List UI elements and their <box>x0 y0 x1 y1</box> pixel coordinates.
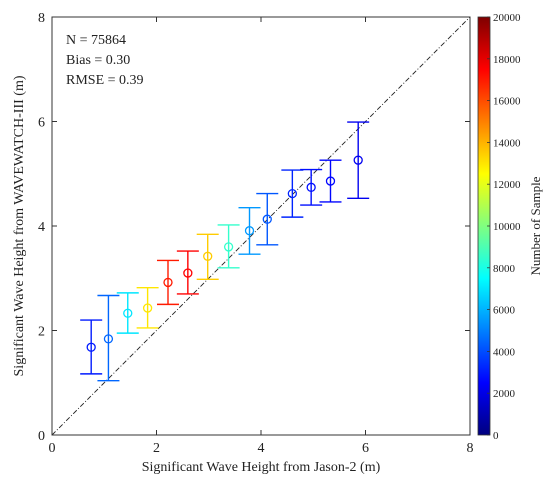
error-bar <box>238 207 261 255</box>
stat-rmse: RMSE = 0.39 <box>66 73 144 88</box>
x-tick-label: 8 <box>467 441 474 456</box>
colorbar-tick-label: 2000 <box>493 388 516 400</box>
one-to-one-line <box>51 16 471 436</box>
data-point <box>306 182 316 192</box>
colorbar-tick-label: 10000 <box>493 221 521 233</box>
error-bar <box>80 319 103 375</box>
colorbar-tick-label: 18000 <box>493 54 521 66</box>
colorbar-tick-label: 0 <box>493 430 499 442</box>
error-bar <box>196 233 219 280</box>
colorbar-tick-label: 8000 <box>493 263 516 275</box>
x-tick-label: 2 <box>153 441 160 456</box>
y-tick-label: 4 <box>38 220 45 235</box>
error-bar <box>217 224 240 269</box>
data-point <box>325 176 336 186</box>
data-point <box>163 277 173 288</box>
y-tick-label: 6 <box>38 116 45 131</box>
y-tick-label: 8 <box>38 11 45 26</box>
data-point <box>203 251 213 261</box>
error-bar <box>281 169 304 218</box>
data-point <box>287 188 298 199</box>
error-bar <box>176 250 199 295</box>
colorbar-ticks: 0 2000 4000 6000 8000 10000 12000 14000 16000 180… <box>487 12 521 442</box>
data-point <box>142 303 153 313</box>
data-points <box>86 155 363 352</box>
y-axis-label: Significant Wave Height from WAVEWATCH-I… <box>12 75 27 376</box>
colorbar-label: Number of Sample <box>528 176 543 275</box>
y-tick-label: 2 <box>38 325 45 340</box>
colorbar-tick-label: 12000 <box>493 179 521 191</box>
y-tick-label: 0 <box>38 429 45 444</box>
data-point <box>103 334 114 344</box>
error-bar <box>319 159 342 203</box>
data-point <box>123 308 133 318</box>
x-tick-label: 6 <box>362 441 369 456</box>
data-point <box>262 214 272 224</box>
error-bar <box>300 168 323 206</box>
error-bar <box>116 292 139 334</box>
data-point <box>244 226 255 236</box>
error-bar <box>97 294 120 382</box>
axis-ticks: 0 2 4 6 8 0 2 4 6 8 <box>38 11 474 456</box>
stat-n: N = 75864 <box>66 33 126 48</box>
one-to-one-dashed-line <box>51 16 471 436</box>
colorbar-tick-label: 16000 <box>493 96 521 108</box>
colorbar-tick-label: 14000 <box>493 137 521 149</box>
colorbar-tick-label: 20000 <box>493 12 521 24</box>
x-tick-label: 0 <box>49 441 56 456</box>
data-point <box>183 268 193 278</box>
error-bar <box>256 192 279 246</box>
error-bar <box>347 121 370 200</box>
stat-bias: Bias = 0.30 <box>66 53 130 68</box>
x-axis-label: Significant Wave Height from Jason-2 (m) <box>142 460 381 475</box>
error-bars <box>80 121 370 382</box>
data-point <box>86 342 96 352</box>
colorbar-tick-label: 6000 <box>493 305 516 317</box>
data-point <box>353 155 363 165</box>
error-bar <box>136 286 159 329</box>
x-tick-label: 4 <box>258 441 265 456</box>
data-point <box>223 242 234 252</box>
colorbar-tick-label: 4000 <box>493 346 516 358</box>
error-bar <box>156 259 179 306</box>
